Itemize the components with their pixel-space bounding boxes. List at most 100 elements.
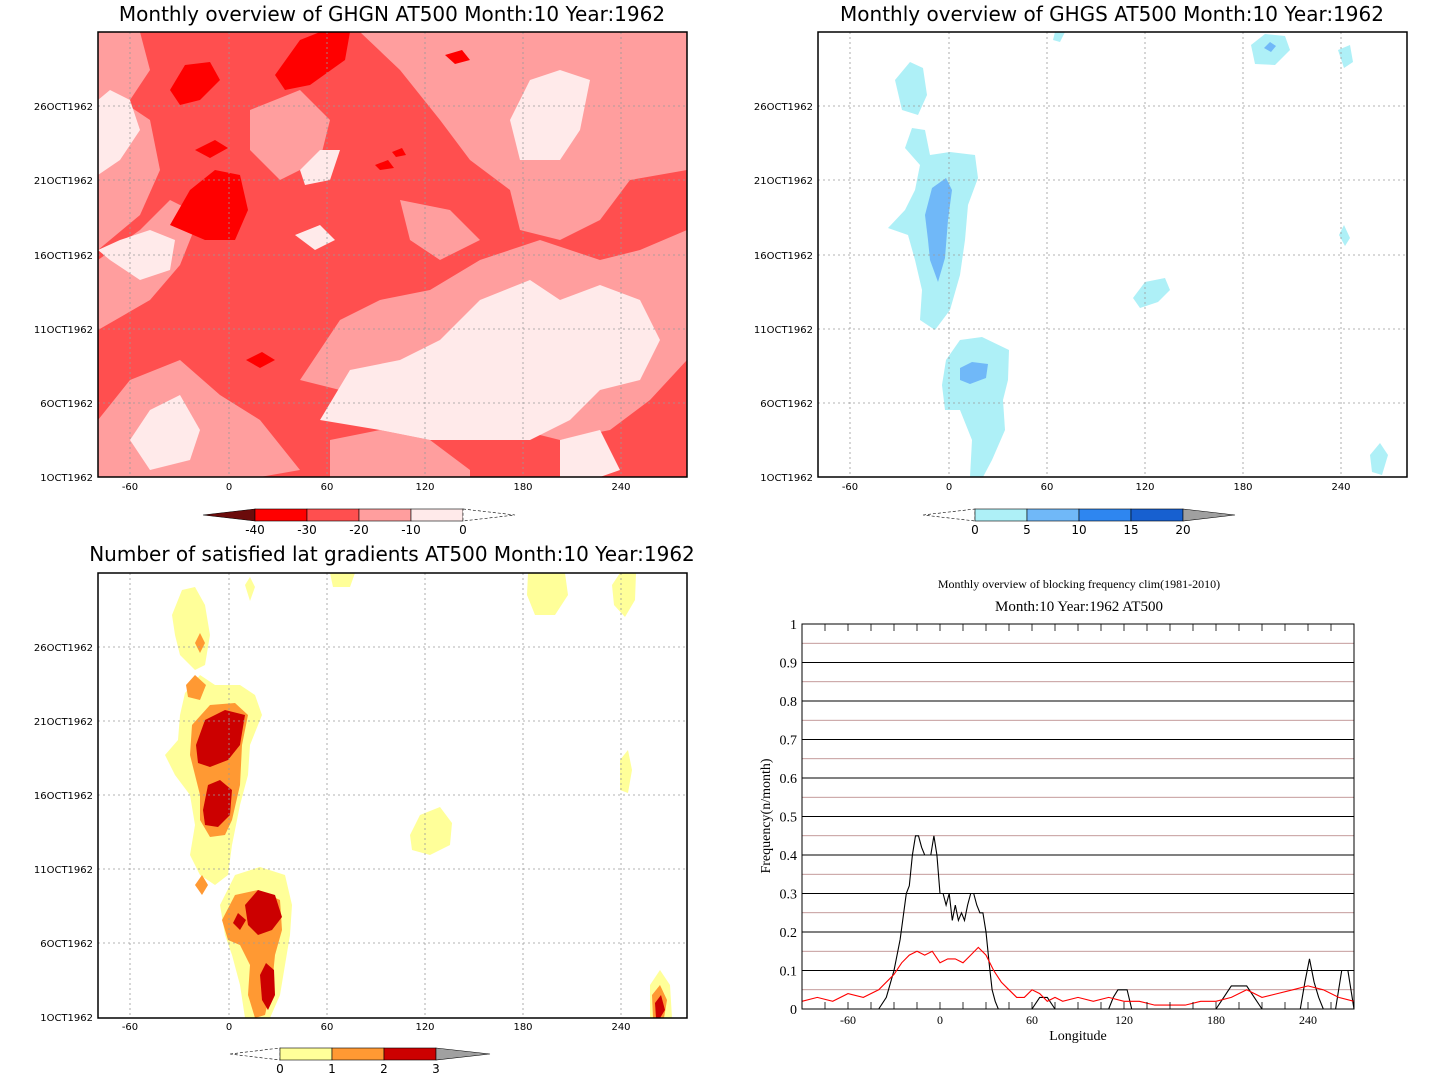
y-tick: 21OCT1962 [754, 176, 813, 187]
y-tick: 1OCT1962 [760, 473, 813, 484]
x-tick: 180 [513, 482, 532, 493]
colorbar-cell [1078, 508, 1132, 522]
colorbar-label: 0 [971, 523, 979, 537]
freq-title: Monthly overview of blocking frequency c… [938, 577, 1220, 591]
colorbar-label: 5 [1023, 523, 1031, 537]
colorbar-label: 2 [380, 1062, 388, 1076]
x-tick: 240 [611, 1022, 630, 1033]
colorbar-label: -40 [245, 523, 265, 537]
ghgs-x-ticks: -60 0 60 120 180 240 [842, 482, 1351, 493]
nlat-contour-field [98, 573, 687, 1018]
colorbar-label: 0 [276, 1062, 284, 1076]
ghgs-grid [818, 32, 1407, 477]
x-tick: 240 [1331, 482, 1350, 493]
colorbar-label: -20 [349, 523, 369, 537]
colorbar-label: -30 [297, 523, 317, 537]
y-tick: 21OCT1962 [34, 176, 93, 187]
nlat-y-ticks: 26OCT1962 21OCT1962 16OCT1962 11OCT1962 … [34, 643, 93, 1024]
ghgn-colorbar: -40 -30 -20 -10 0 [202, 508, 516, 537]
x-tick: 120 [1135, 482, 1154, 493]
y-tick: 26OCT1962 [754, 102, 813, 113]
nlat-x-ticks: -60 0 60 120 180 240 [122, 1022, 631, 1033]
x-tick: 0 [226, 482, 232, 493]
x-tick-label: 180 [1207, 1013, 1225, 1027]
y-tick: 16OCT1962 [34, 251, 93, 262]
nlat-colorbar: 0 1 2 3 [229, 1047, 491, 1076]
y-tick: 6OCT1962 [40, 939, 93, 950]
colorbar-label: 3 [432, 1062, 440, 1076]
y-tick-label: 0.6 [780, 772, 798, 787]
colorbar-cell [1130, 508, 1184, 522]
y-tick: 21OCT1962 [34, 717, 93, 728]
colorbar-cell [410, 508, 464, 522]
ghgs-colorbar: 0 5 10 15 20 [922, 508, 1236, 537]
nlat-panel: Number of satisfied lat gradients AT500 … [34, 545, 695, 1076]
y-tick-label: 1 [790, 618, 797, 633]
colorbar-cell [358, 508, 412, 522]
x-tick: 60 [1041, 482, 1054, 493]
colorbar-cell [202, 508, 256, 522]
colorbar-cell [383, 1047, 437, 1061]
ghgs-contour-field [818, 32, 1407, 477]
colorbar-label: 1 [328, 1062, 336, 1076]
y-tick-label: 0.2 [780, 926, 798, 941]
colorbar-cell [922, 508, 976, 522]
nlat-grid [98, 573, 687, 1018]
x-tick: -60 [122, 1022, 138, 1033]
colorbar-cell [331, 1047, 385, 1061]
y-tick-label: 0.4 [780, 849, 798, 864]
ghgs-panel: Monthly overview of GHGS AT500 Month:10 … [754, 2, 1408, 537]
x-tick: 180 [513, 1022, 532, 1033]
nlat-title: Number of satisfied lat gradients AT500 … [89, 545, 695, 566]
freq-ylabel: Frequency(n/month) [759, 758, 774, 873]
y-tick: 6OCT1962 [760, 399, 813, 410]
colorbar-cell [279, 1047, 333, 1061]
x-tick: 240 [611, 482, 630, 493]
colorbar-cell [1026, 508, 1080, 522]
colorbar-label: 0 [459, 523, 467, 537]
y-tick: 1OCT1962 [40, 473, 93, 484]
x-tick-label: 240 [1299, 1013, 1317, 1027]
x-tick-label: 60 [1026, 1013, 1038, 1027]
y-tick: 16OCT1962 [34, 791, 93, 802]
freq-subtitle: Month:10 Year:1962 AT500 [995, 599, 1163, 615]
ghgn-x-ticks: -60 0 60 120 180 240 [122, 482, 631, 493]
series-line-black [802, 835, 1355, 1010]
y-tick-label: 0.8 [780, 695, 798, 710]
ghgs-title: Monthly overview of GHGS AT500 Month:10 … [840, 2, 1384, 26]
x-tick: 180 [1233, 482, 1252, 493]
x-tick: 0 [946, 482, 952, 493]
colorbar-cell [974, 508, 1028, 522]
y-tick-label: 0.5 [780, 811, 798, 826]
freq-panel: Monthly overview of blocking frequency c… [759, 577, 1355, 1044]
y-tick-label: 0.3 [780, 888, 798, 903]
ghgn-contour-field [98, 32, 687, 477]
x-tick: 0 [226, 1022, 232, 1033]
freq-series [801, 835, 1355, 1010]
freq-ticks: 0 0.1 0.2 0.3 0.4 0.5 0.6 0.7 0.8 0.9 1 -60 0 60 120 18… [780, 618, 1355, 1027]
ghgn-title: Monthly overview of GHGN AT500 Month:10 … [119, 2, 665, 26]
y-tick: 11OCT1962 [34, 865, 93, 876]
ghgn-y-ticks: 26OCT1962 21OCT1962 16OCT1962 11OCT1962 … [34, 102, 93, 484]
x-tick: 120 [415, 1022, 434, 1033]
y-tick: 6OCT1962 [40, 399, 93, 410]
y-tick-label: 0.1 [780, 965, 798, 980]
freq-xlabel: Longitude [1049, 1029, 1107, 1044]
colorbar-label: 15 [1123, 523, 1138, 537]
colorbar-cell [435, 1047, 491, 1061]
colorbar-cell [254, 508, 308, 522]
ghgn-grid [98, 32, 687, 477]
colorbar-label: -10 [401, 523, 421, 537]
colorbar-cell [229, 1047, 281, 1061]
x-tick: 60 [321, 1022, 334, 1033]
colorbar-label: 20 [1175, 523, 1190, 537]
colorbar-cell [306, 508, 360, 522]
y-tick-label: 0.7 [780, 734, 798, 749]
colorbar-label: 10 [1071, 523, 1086, 537]
y-tick: 26OCT1962 [34, 102, 93, 113]
x-tick-label: 0 [937, 1013, 943, 1027]
x-tick-label: 120 [1115, 1013, 1133, 1027]
x-tick: 60 [321, 482, 334, 493]
x-tick: 120 [415, 482, 434, 493]
y-tick-label: 0.9 [780, 657, 798, 672]
